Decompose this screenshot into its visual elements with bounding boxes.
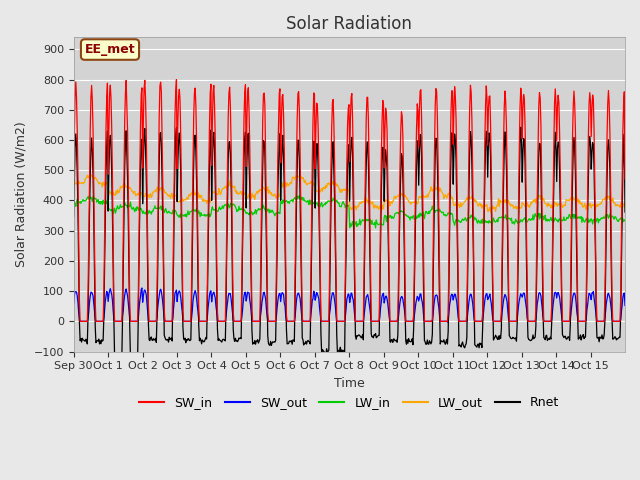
Rnet	[438, 338, 445, 344]
LW_in	[296, 192, 304, 198]
SW_in	[264, 318, 272, 324]
Rnet	[264, 333, 271, 338]
Line: SW_in: SW_in	[74, 80, 625, 321]
LW_out	[296, 172, 304, 178]
SW_out	[237, 318, 244, 324]
LW_in	[621, 217, 629, 223]
SW_in	[408, 318, 415, 324]
SW_out	[134, 315, 142, 321]
LW_out	[134, 190, 142, 196]
SW_out	[407, 318, 415, 324]
Rnet	[407, 339, 415, 345]
SW_out	[138, 285, 146, 291]
Rnet	[129, 358, 137, 363]
Rnet	[285, 341, 292, 347]
SW_in	[237, 318, 245, 324]
SW_out	[621, 302, 629, 308]
SW_in	[438, 318, 446, 324]
X-axis label: Time: Time	[334, 377, 365, 390]
SW_in	[173, 77, 180, 83]
Title: Solar Radiation: Solar Radiation	[286, 15, 412, 33]
SW_out	[264, 318, 271, 324]
SW_out	[444, 320, 452, 325]
Rnet	[621, 209, 629, 215]
Text: EE_met: EE_met	[84, 43, 135, 56]
Line: Rnet: Rnet	[74, 127, 625, 360]
LW_out	[407, 202, 415, 207]
Line: LW_out: LW_out	[74, 175, 625, 212]
SW_in	[70, 176, 77, 181]
LW_in	[236, 207, 244, 213]
LW_out	[438, 189, 445, 195]
LW_out	[70, 178, 77, 184]
Line: LW_in: LW_in	[74, 195, 625, 228]
SW_out	[438, 318, 445, 324]
Rnet	[70, 214, 77, 219]
Legend: SW_in, SW_out, LW_in, LW_out, Rnet: SW_in, SW_out, LW_in, LW_out, Rnet	[134, 391, 564, 414]
LW_out	[621, 200, 629, 205]
LW_in	[408, 214, 415, 220]
Rnet	[237, 335, 244, 341]
LW_in	[284, 200, 292, 206]
SW_in	[76, 318, 84, 324]
LW_in	[70, 198, 77, 204]
SW_in	[621, 176, 629, 182]
SW_out	[70, 301, 77, 307]
LW_out	[284, 182, 292, 188]
LW_in	[350, 226, 358, 231]
SW_out	[285, 318, 292, 324]
LW_out	[236, 191, 244, 196]
LW_out	[263, 187, 271, 193]
SW_in	[285, 318, 293, 324]
LW_out	[487, 209, 495, 215]
SW_in	[135, 226, 143, 232]
LW_in	[134, 207, 142, 213]
Rnet	[135, 251, 143, 257]
Rnet	[517, 124, 525, 130]
LW_in	[263, 209, 271, 215]
LW_in	[438, 210, 446, 216]
Line: SW_out: SW_out	[74, 288, 625, 323]
Y-axis label: Solar Radiation (W/m2): Solar Radiation (W/m2)	[15, 121, 28, 267]
